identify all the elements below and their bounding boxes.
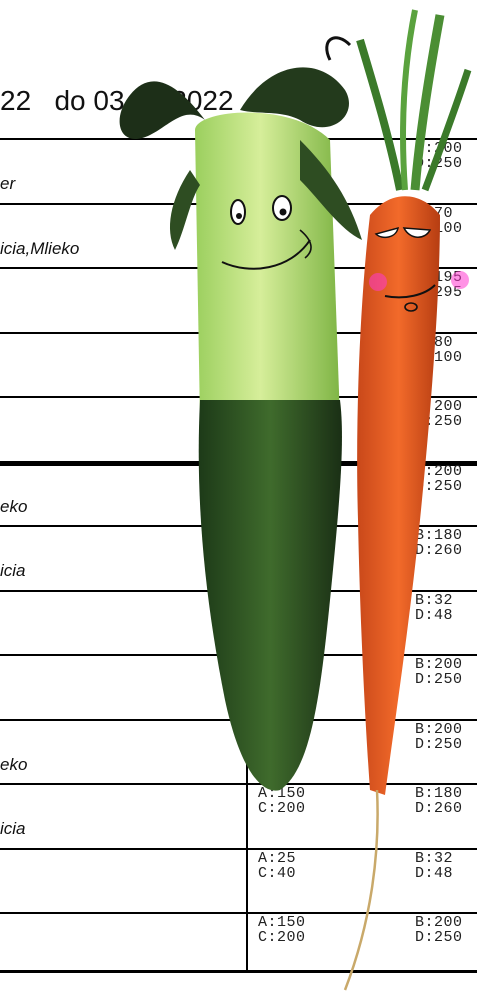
cell-b-d: B:32 D:48 xyxy=(415,592,454,624)
row-label: eko xyxy=(0,755,28,774)
cell-a-c: A:150 C:200 xyxy=(258,785,306,817)
cell-b-d: B:200 D:250 xyxy=(415,656,463,688)
cell-b-d: B:200 D:250 xyxy=(415,914,463,946)
cell-a-c: A:25 C:40 xyxy=(258,850,297,882)
row-label: icia xyxy=(0,819,26,838)
row-label: er xyxy=(0,174,16,193)
cell-b-d: B:200 D:250 xyxy=(415,463,463,495)
row-divider xyxy=(0,970,477,973)
row-divider xyxy=(0,783,477,785)
carrot-image xyxy=(325,9,472,991)
row-divider xyxy=(0,848,477,850)
row-divider xyxy=(0,912,477,914)
cell-b-d: B:180 D:260 xyxy=(415,527,463,559)
row-label: icia xyxy=(0,561,26,580)
cell-b-d: B:32 D:48 xyxy=(415,850,454,882)
cell-b-d: B:180 D:260 xyxy=(415,785,463,817)
row-label: eko xyxy=(0,497,28,516)
row-label: icia,Mlieko xyxy=(0,239,80,258)
cell-a-c: A:150 C:200 xyxy=(258,914,306,946)
cell-b-d: B:200 D:250 xyxy=(415,721,463,753)
cucumber-image xyxy=(119,67,362,791)
